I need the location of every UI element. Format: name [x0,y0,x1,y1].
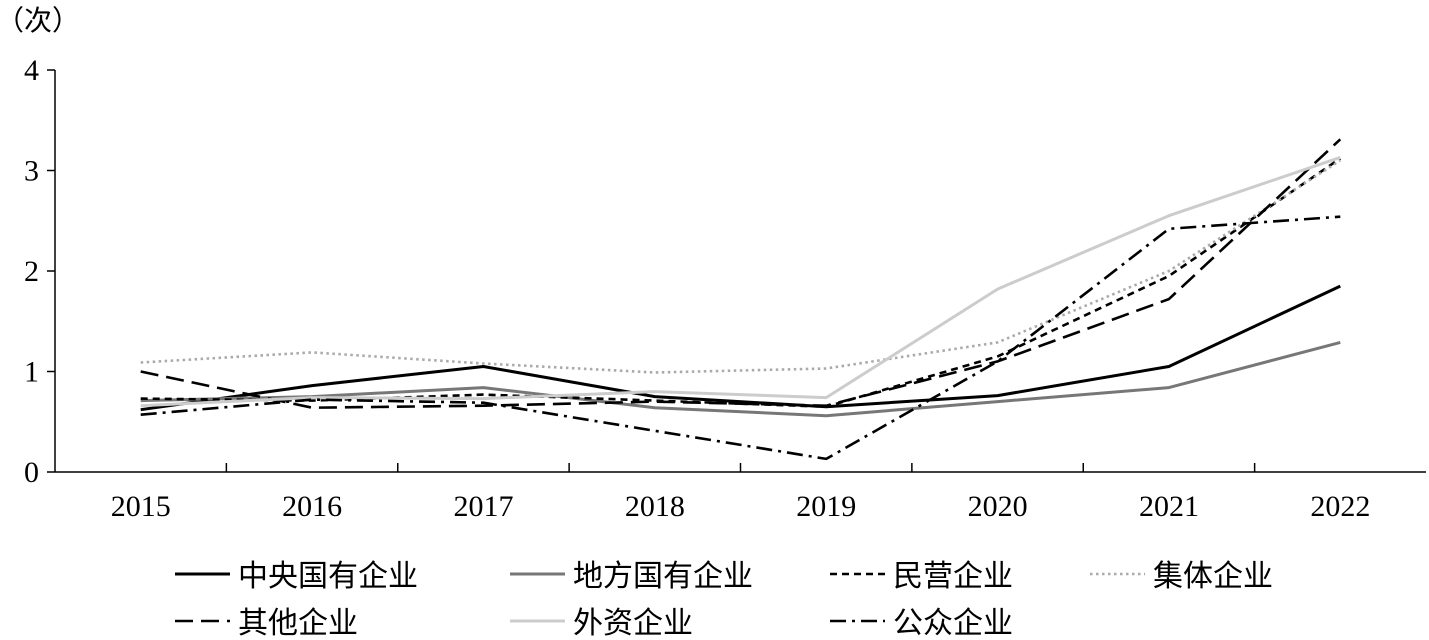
y-tick-label: 0 [24,456,39,489]
y-tick-label: 2 [24,255,39,288]
x-tick-label: 2016 [282,490,342,523]
x-tick-label: 2019 [796,490,856,523]
y-tick-label: 3 [24,155,39,188]
series-line-7 [140,215,1341,461]
y-tick-label: 4 [24,54,39,87]
series-line-6 [140,155,1341,408]
x-tick-label: 2020 [968,490,1028,523]
series-line-2 [140,340,1341,418]
legend-label: 中央国有企业 [238,559,418,594]
x-ticks: 2015 2016 2017 2018 2019 2020 2021 2022 [111,463,1370,523]
series-line-4 [140,159,1342,374]
y-ticks: 0 1 2 3 4 [24,54,55,489]
x-tick-label: 2015 [111,490,171,523]
legend-label: 民营企业 [893,559,1013,594]
x-tick-label: 2018 [625,490,685,523]
legend-label: 集体企业 [1153,559,1273,594]
series-lines [140,138,1342,461]
legend-label: 外资企业 [573,606,693,640]
legend-label: 地方国有企业 [573,559,753,594]
legend-label: 公众企业 [893,606,1013,640]
series-line-5 [140,138,1342,410]
y-tick-label: 1 [24,356,39,389]
x-tick-label: 2021 [1139,490,1199,523]
x-tick-label: 2022 [1310,490,1370,523]
x-tick-label: 2017 [453,490,513,523]
y-axis-unit-label: （次） [0,4,80,37]
legend-label: 其他企业 [238,606,358,640]
series-line-1 [140,284,1341,412]
